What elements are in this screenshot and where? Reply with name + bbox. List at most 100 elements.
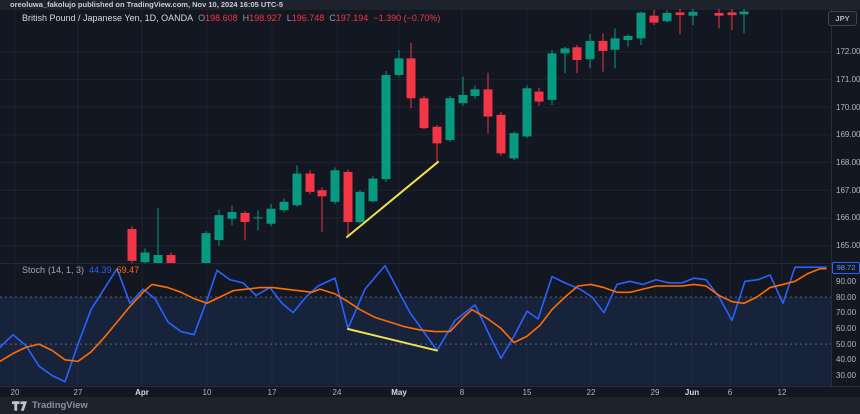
candle-body (419, 98, 429, 129)
stoch-legend[interactable]: Stoch (14, 1, 3) 44.39 69.47 (22, 265, 139, 275)
time-axis-label: May (391, 388, 407, 397)
price-axis-label: 169.000 (836, 130, 860, 140)
candle-body (317, 190, 327, 197)
candle-body (610, 38, 620, 50)
candle-body (534, 91, 544, 102)
candle-body (727, 12, 737, 16)
candle-body (714, 12, 724, 16)
candle-body (266, 208, 276, 224)
candlestick-series (127, 9, 749, 263)
ohlc-letter: O (198, 13, 206, 23)
candle-body (305, 173, 315, 192)
stoch-axis-label: 60.00 (836, 323, 857, 333)
ohlc-value: 196.748 (291, 13, 325, 23)
ohlc-value: 198.608 (205, 13, 238, 23)
price-axis-label: 170.000 (836, 102, 860, 112)
tradingview-brand-text[interactable]: TradingView (32, 400, 88, 411)
candle-body (381, 74, 391, 180)
candle-body (253, 217, 263, 219)
symbol-legend[interactable]: British Pound / Japanese Yen, 1D, OANDA O… (22, 13, 440, 23)
stoch-axis-label: 80.00 (836, 292, 857, 302)
ohlc-value: 197.194 (335, 13, 369, 23)
candle-body (227, 212, 237, 219)
candle-body (445, 98, 455, 141)
ohlc-values: O198.608 H198.927 L196.748 C197.194 (193, 13, 368, 23)
candle-body (675, 12, 685, 16)
candle-body (201, 233, 211, 263)
price-axis-label: 167.000 (836, 185, 860, 195)
time-axis-label: 29 (650, 388, 660, 397)
time-axis-label: 17 (267, 388, 277, 397)
candle-body (140, 252, 150, 263)
candle-body (560, 48, 570, 54)
candle-body (279, 201, 289, 211)
time-axis-label: 20 (10, 388, 20, 397)
candle-body (432, 126, 442, 144)
footer-bar: TradingView (0, 397, 860, 414)
stoch-axis-label: 50.00 (836, 339, 857, 349)
candle-body (355, 191, 365, 223)
candle-body (292, 173, 302, 206)
stoch-k-value: 44.39 (89, 265, 112, 275)
candle-body (368, 178, 378, 202)
candle-body (572, 47, 582, 61)
candle-body (636, 12, 646, 39)
time-axis-label: 12 (777, 388, 787, 397)
ohlc-letter: L (286, 13, 292, 23)
price-axis-label: 166.000 (836, 213, 860, 223)
time-axis-label: 27 (73, 388, 83, 397)
candle-body (458, 94, 468, 104)
price-axis-label: 168.000 (836, 158, 860, 167)
candle-body (598, 40, 608, 51)
pane-separator[interactable] (0, 263, 831, 264)
candle-body (509, 133, 519, 159)
stoch-d-value: 69.47 (116, 265, 140, 275)
ohlc-value: 198.927 (249, 13, 282, 23)
change-value: −1.390 (−0.70%) (373, 13, 441, 23)
symbol-title[interactable]: British Pound / Japanese Yen, 1D, OANDA (22, 13, 194, 23)
candle-body (330, 170, 340, 202)
candle-body (496, 114, 506, 154)
trendline-stoch[interactable] (347, 328, 438, 352)
candle-body (166, 255, 176, 263)
candle-body (547, 53, 557, 100)
price-axis-label: 165.000 (836, 241, 860, 251)
stoch-params: (14, 1, 3) (48, 265, 85, 275)
time-axis-label: Apr (135, 388, 149, 397)
time-axis-label: 24 (332, 388, 342, 397)
stoch-axis-label: 70.00 (836, 308, 857, 318)
price-axis-label: 172.000 (836, 47, 860, 57)
currency-toggle-button[interactable]: JPY (828, 11, 857, 26)
price-axis-separator (831, 9, 832, 387)
candle-body (483, 89, 493, 117)
time-axis-label: Jun (684, 388, 700, 397)
stoch-k-line (0, 264, 827, 383)
candle-body (585, 40, 595, 60)
time-axis-label: 6 (727, 388, 733, 397)
candle-body (394, 58, 404, 75)
stoch-axis-label: 90.00 (836, 276, 857, 286)
stoch-d-line (0, 267, 827, 363)
stoch-axis-label: 30.00 (836, 371, 857, 380)
candle-body (214, 215, 224, 241)
time-axis-label: 10 (202, 388, 212, 397)
candle-body (127, 228, 137, 261)
trendline-price[interactable] (346, 160, 439, 239)
candle-body (240, 212, 250, 223)
candle-body (470, 89, 480, 97)
tradingview-logo-icon[interactable] (12, 400, 27, 411)
candle-body (739, 11, 749, 15)
candle-body (406, 58, 416, 99)
stoch-lines (0, 264, 827, 383)
candle-body (343, 171, 353, 223)
candle-body (623, 35, 633, 41)
price-axis-label: 171.000 (836, 74, 860, 84)
stoch-axis-label: 40.00 (836, 355, 857, 365)
attribution-bar: oreoluwa_fakolujo published on TradingVi… (0, 0, 860, 10)
stoch-indicator-name[interactable]: Stoch (22, 265, 46, 275)
attribution-text: oreoluwa_fakolujo published on TradingVi… (10, 0, 283, 9)
time-axis-label: 8 (459, 388, 465, 397)
time-axis-separator (0, 386, 860, 387)
